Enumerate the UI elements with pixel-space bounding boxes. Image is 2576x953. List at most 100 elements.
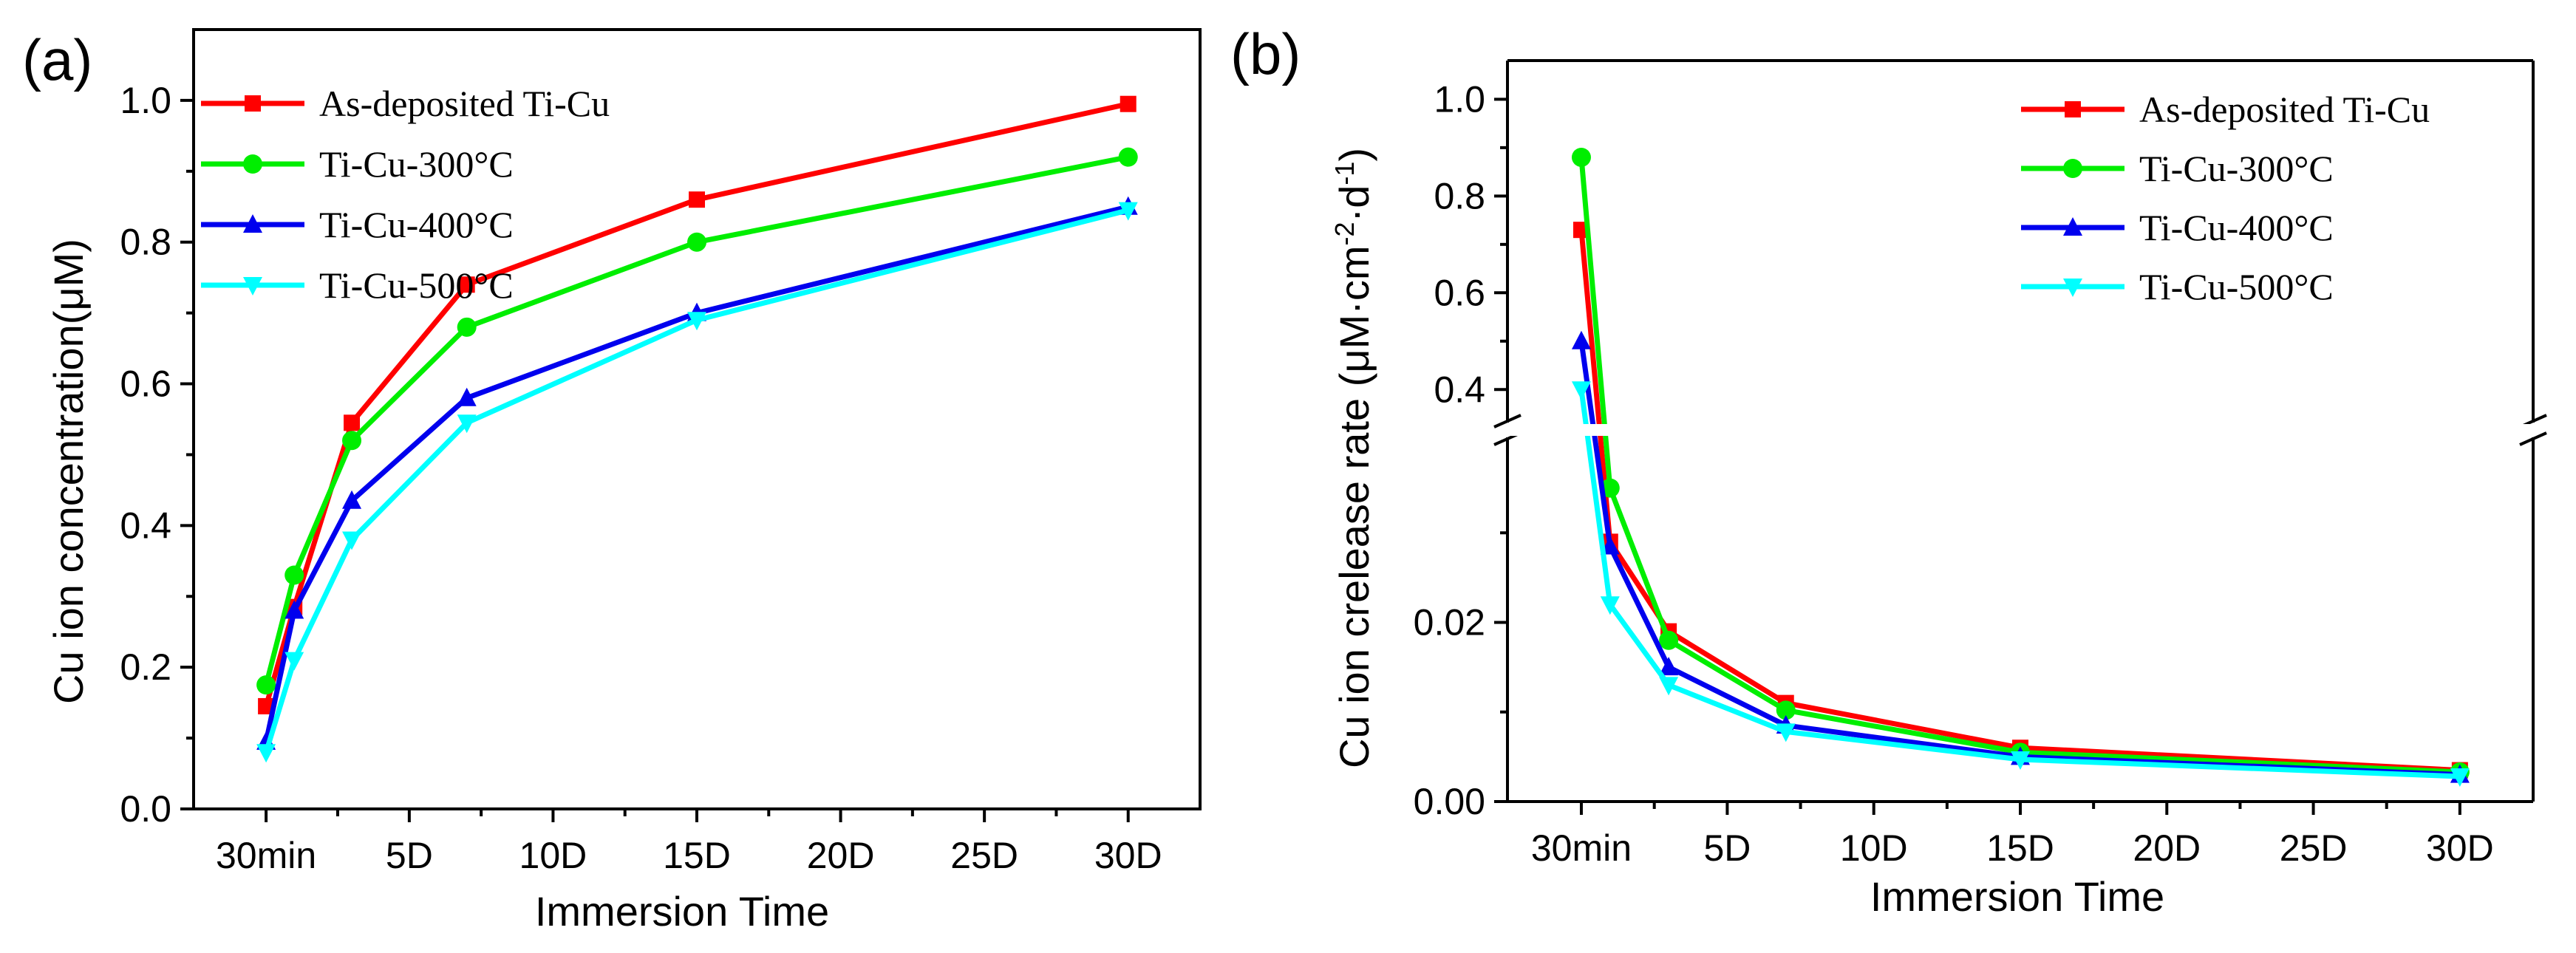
panel-b-data-point xyxy=(1571,330,1591,349)
panel-a-legend-marker xyxy=(243,214,262,233)
panel-a-legend-label: Ti-Cu-500°C xyxy=(319,264,514,306)
panel-a-data-point xyxy=(342,431,362,451)
panel-a-data-point xyxy=(687,312,706,331)
panel-b-axis-break-mark xyxy=(1493,414,1522,428)
panel-a-data-point xyxy=(1120,95,1137,112)
panel-b-y-axis-title-mid: ·d xyxy=(1331,185,1377,222)
panel-b-legend-marker xyxy=(2063,279,2082,297)
panel-a-x-tick-label: 15D xyxy=(663,835,731,876)
panel-a-x-tick-label: 10D xyxy=(519,835,587,876)
panel-b-legend: As-deposited Ti-Cu Ti-Cu-300°C Ti-Cu-400°C… xyxy=(2021,89,2430,307)
panel-a-series-line-ti-cu-500-c xyxy=(263,208,1129,754)
panel-a-legend-marker xyxy=(243,154,262,174)
panel-b-x-tick-label: 20D xyxy=(2133,827,2201,869)
panel-a-label: (a) xyxy=(22,27,92,92)
panel-a-legend-label: Ti-Cu-400°C xyxy=(319,204,514,245)
panel-b-data-point xyxy=(1600,478,1620,498)
panel-b-series-line-ti-cu-500-c xyxy=(1578,389,2460,779)
panel-b-y-tick-label: 0.02 xyxy=(1414,602,1485,643)
panel-b-data-point xyxy=(1776,700,1796,720)
panel-b-y-tick-label: 0.00 xyxy=(1414,781,1485,822)
panel-b-data-point xyxy=(2011,751,2030,771)
panel-b-axis-break-mark xyxy=(2519,431,2547,446)
panel-a-data-point xyxy=(344,414,361,431)
panel-b-x-tick-label: 15D xyxy=(1986,827,2054,869)
panel-a-y-tick-label: 0.6 xyxy=(120,363,171,405)
panel-b-x-tick-label: 5D xyxy=(1703,827,1751,869)
panel-b-data-point xyxy=(1659,630,1679,650)
panel-a-data-point xyxy=(457,317,477,337)
panel-a-legend-marker xyxy=(245,95,261,112)
panel-b-series-line-ti-cu-400-c xyxy=(1578,341,2460,778)
panel-a-series-line-ti-cu-300-c xyxy=(263,154,1129,686)
panel-a-x-tick-label: 30D xyxy=(1094,835,1162,876)
panel-b-series xyxy=(1510,147,2530,788)
panel-a-y-tick-label: 0.2 xyxy=(120,646,171,688)
panel-a-data-point xyxy=(1118,202,1138,221)
panel-a-data-point xyxy=(284,565,304,585)
panel-a-series xyxy=(256,95,1138,763)
panel-b-legend-marker xyxy=(2063,217,2082,236)
panel-a-data-point xyxy=(687,232,706,252)
panel-b-y-axis-title-main: Cu ion crelease rate (μM·cm xyxy=(1331,245,1377,768)
panel-a-data-point xyxy=(458,276,475,293)
panel-a-y-tick-label: 0.8 xyxy=(120,222,171,263)
panel-a-data-point xyxy=(689,191,705,208)
panel-a-legend: As-deposited Ti-Cu Ti-Cu-300°C Ti-Cu-400°C… xyxy=(201,83,610,306)
panel-a-legend-label: Ti-Cu-300°C xyxy=(319,143,514,185)
panel-b-legend-label: Ti-Cu-400°C xyxy=(2139,207,2334,248)
panel-b-label: (b) xyxy=(1230,21,1301,86)
panel-b-x-tick-label: 10D xyxy=(1840,827,1908,869)
panel-a-legend-label: As-deposited Ti-Cu xyxy=(319,83,610,124)
panel-a-chart: (a) 30min 5D 10D 15D 20D 25D 30D 0.0 0.2 0.4 0.6 0.… xyxy=(22,27,1202,935)
panel-b-legend-label: As-deposited Ti-Cu xyxy=(2139,89,2430,130)
panel-a-data-point xyxy=(342,490,362,509)
panel-a-data-point xyxy=(342,531,362,550)
panel-b-legend-label: Ti-Cu-500°C xyxy=(2139,266,2334,307)
panel-b-data-point xyxy=(2450,768,2470,788)
panel-b-y-tick-label: 1.0 xyxy=(1434,78,1485,120)
panel-b-data-point xyxy=(1659,657,1679,676)
panel-a-data-point xyxy=(284,652,304,671)
panel-a-series-line-ti-cu-400-c xyxy=(263,204,1129,742)
panel-a-x-tick-label: 20D xyxy=(807,835,875,876)
panel-b-y-tick-label: 0.8 xyxy=(1434,175,1485,216)
panel-a-axes: 30min 5D 10D 15D 20D 25D 30D 0.0 0.2 0.4 0.6 0.8 1.0 xyxy=(120,28,1202,876)
panel-b-data-point xyxy=(1776,723,1796,742)
panel-b-chart: (b) 30min 5D 10D 15D 20D 25D 30D 0.4 0.6 0.8 1.0 0.… xyxy=(1230,21,2547,920)
panel-a-x-tick-label: 25D xyxy=(950,835,1018,876)
panel-b-break-gap xyxy=(1510,424,2530,436)
panel-b-data-point xyxy=(1659,677,1679,696)
panel-b-legend-label: Ti-Cu-300°C xyxy=(2139,148,2334,189)
panel-a-y-tick-label: 0.0 xyxy=(120,788,171,830)
panel-b-y-axis-title-sup1: -2 xyxy=(1329,222,1360,245)
panel-a-y-tick-label: 0.4 xyxy=(120,505,171,546)
panel-a-y-tick-label: 1.0 xyxy=(120,80,171,121)
panel-b-y-axis-title-end: ) xyxy=(1331,148,1377,162)
panel-a-data-point xyxy=(284,600,304,619)
panel-b-data-point xyxy=(1571,147,1591,167)
panel-b-x-tick-label: 30min xyxy=(1531,827,1632,869)
panel-b-y-tick-label: 0.6 xyxy=(1434,272,1485,313)
panel-b-data-point xyxy=(1571,381,1591,400)
panel-b-x-axis-title: Immersion Time xyxy=(1870,873,2164,920)
panel-a-data-point xyxy=(256,744,276,763)
panel-a-x-tick-label: 30min xyxy=(216,835,316,876)
panel-a-data-point xyxy=(256,675,276,695)
panel-b-series-line-ti-cu-300-c xyxy=(1578,157,2461,775)
panel-a-y-axis-title: Cu ion concentration(μM) xyxy=(45,239,92,704)
panel-a-data-point xyxy=(1118,147,1138,167)
panel-a-data-point xyxy=(258,697,275,714)
panel-a-x-tick-label: 5D xyxy=(386,835,433,876)
panel-a-legend-marker xyxy=(243,277,262,296)
panel-b-x-tick-label: 25D xyxy=(2280,827,2348,869)
panel-a-data-point xyxy=(457,414,477,434)
panel-a-x-axis-title: Immersion Time xyxy=(535,888,829,935)
panel-a-data-point xyxy=(457,387,477,406)
panel-b-y-axis-title: Cu ion crelease rate (μM·cm-2·d-1) xyxy=(1329,148,1378,768)
panel-b-y-tick-label: 0.4 xyxy=(1434,369,1485,410)
panel-b-data-point xyxy=(1600,596,1620,615)
panel-b-y-axis-title-sup2: -1 xyxy=(1329,162,1360,185)
panel-b-legend-marker xyxy=(2065,101,2081,117)
